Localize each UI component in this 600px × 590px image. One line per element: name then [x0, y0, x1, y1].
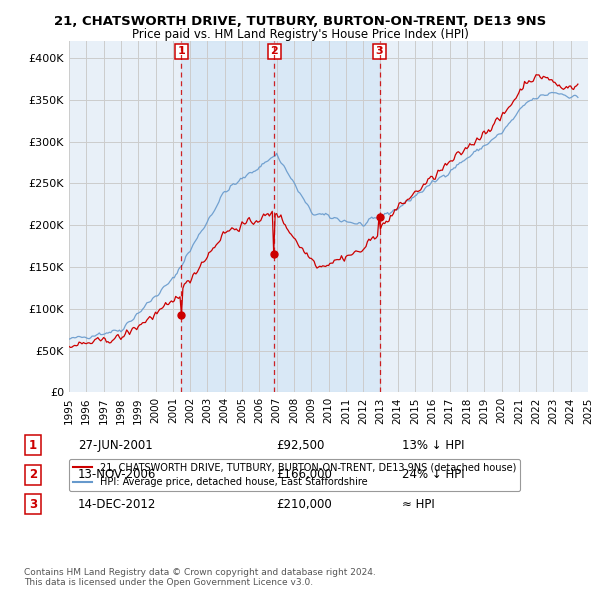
Text: £92,500: £92,500: [276, 439, 325, 452]
Legend: 21, CHATSWORTH DRIVE, TUTBURY, BURTON-ON-TRENT, DE13 9NS (detached house), HPI: : 21, CHATSWORTH DRIVE, TUTBURY, BURTON-ON…: [68, 458, 520, 491]
Text: 27-JUN-2001: 27-JUN-2001: [78, 439, 153, 452]
Text: Contains HM Land Registry data © Crown copyright and database right 2024.
This d: Contains HM Land Registry data © Crown c…: [24, 568, 376, 587]
Text: Price paid vs. HM Land Registry's House Price Index (HPI): Price paid vs. HM Land Registry's House …: [131, 28, 469, 41]
Text: ≈ HPI: ≈ HPI: [402, 498, 435, 511]
Text: 1: 1: [178, 47, 185, 56]
Text: 14-DEC-2012: 14-DEC-2012: [78, 498, 157, 511]
Text: 24% ↓ HPI: 24% ↓ HPI: [402, 468, 464, 481]
Text: 21, CHATSWORTH DRIVE, TUTBURY, BURTON-ON-TRENT, DE13 9NS: 21, CHATSWORTH DRIVE, TUTBURY, BURTON-ON…: [54, 15, 546, 28]
Text: 1: 1: [29, 439, 37, 452]
Text: 13% ↓ HPI: 13% ↓ HPI: [402, 439, 464, 452]
Text: 2: 2: [29, 468, 37, 481]
Text: 3: 3: [376, 47, 383, 56]
Bar: [274, 41, 380, 392]
Text: £210,000: £210,000: [276, 498, 332, 511]
Text: 2: 2: [271, 47, 278, 56]
Text: 13-NOV-2006: 13-NOV-2006: [78, 468, 157, 481]
Text: 3: 3: [29, 498, 37, 511]
Text: £166,000: £166,000: [276, 468, 332, 481]
Bar: [181, 41, 274, 392]
